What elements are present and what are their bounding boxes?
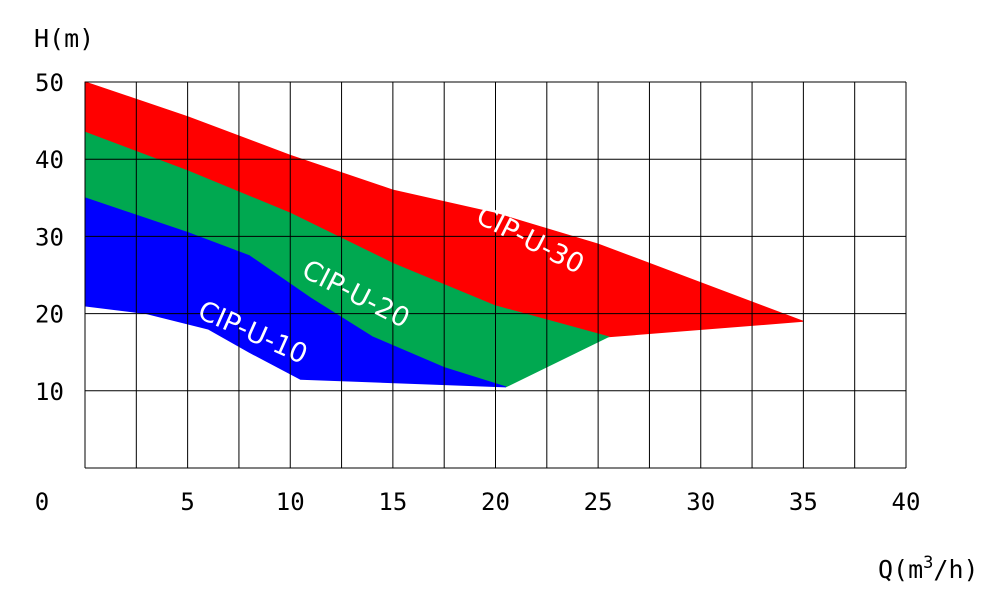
y-tick-label: 40 bbox=[35, 146, 64, 174]
y-tick-label: 10 bbox=[35, 378, 64, 406]
x-tick-label: 35 bbox=[789, 488, 818, 516]
x-axis-title-sup: 3 bbox=[923, 553, 933, 573]
x-axis-title: Q(m3/h) bbox=[878, 553, 979, 584]
y-tick-labels: 10 20 30 40 50 bbox=[35, 69, 64, 406]
y-tick-label: 30 bbox=[35, 223, 64, 251]
x-axis-title-end: /h) bbox=[933, 555, 978, 584]
x-tick-label: 40 bbox=[892, 488, 921, 516]
x-tick-label: 0 bbox=[35, 488, 49, 516]
x-axis-title-main: Q(m bbox=[878, 555, 923, 584]
x-tick-label: 10 bbox=[276, 488, 305, 516]
grid bbox=[84, 81, 907, 469]
x-tick-label: 5 bbox=[180, 488, 194, 516]
x-tick-label: 30 bbox=[686, 488, 715, 516]
x-tick-label: 20 bbox=[481, 488, 510, 516]
y-axis-title: H(m) bbox=[34, 24, 94, 53]
y-tick-label: 50 bbox=[35, 69, 64, 97]
x-tick-label: 15 bbox=[378, 488, 407, 516]
y-tick-label: 20 bbox=[35, 301, 64, 329]
x-tick-labels: 0 5 10 15 20 25 30 35 40 bbox=[35, 488, 921, 516]
x-tick-label: 25 bbox=[584, 488, 613, 516]
